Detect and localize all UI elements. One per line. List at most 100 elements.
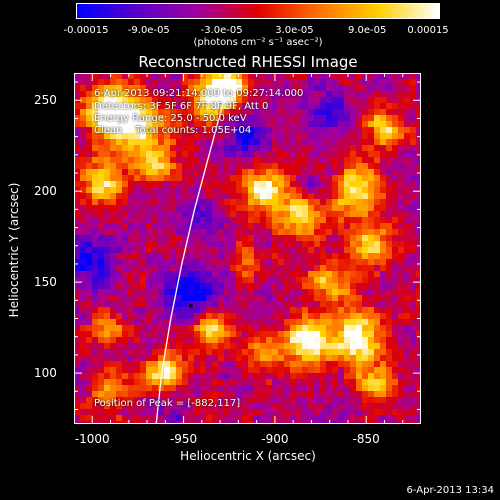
heatmap-cell	[332, 181, 339, 188]
heatmap-cell	[164, 385, 171, 392]
heatmap-cell	[80, 223, 87, 230]
heatmap-cell	[350, 235, 357, 242]
heatmap-cell	[206, 337, 213, 344]
heatmap-cell	[254, 169, 261, 176]
heatmap-cell	[344, 355, 351, 362]
heatmap-cell	[242, 157, 249, 164]
heatmap-cell	[344, 259, 351, 266]
heatmap-cell	[164, 349, 171, 356]
heatmap-cell	[206, 187, 213, 194]
heatmap-cell	[356, 409, 363, 416]
heatmap-cell	[80, 127, 87, 134]
heatmap-cell	[164, 373, 171, 380]
heatmap-cell	[326, 97, 333, 104]
heatmap-cell	[356, 241, 363, 248]
heatmap-cell	[182, 211, 189, 218]
heatmap-cell	[212, 289, 219, 296]
heatmap-cell	[284, 289, 291, 296]
heatmap-cell	[200, 103, 207, 110]
heatmap-cell	[230, 223, 237, 230]
heatmap-cell	[188, 235, 195, 242]
heatmap-cell	[296, 271, 303, 278]
heatmap-cell	[80, 79, 87, 86]
heatmap-cell	[368, 385, 375, 392]
heatmap-cell	[314, 349, 321, 356]
heatmap-cell	[104, 205, 111, 212]
heatmap-cell	[398, 337, 405, 344]
heatmap-cell	[320, 133, 327, 140]
heatmap-cell	[296, 241, 303, 248]
heatmap-cell	[344, 313, 351, 320]
heatmap-cell	[302, 403, 309, 410]
heatmap-cell	[386, 241, 393, 248]
heatmap-cell	[170, 85, 177, 92]
heatmap-cell	[116, 157, 123, 164]
heatmap-cell	[152, 331, 159, 338]
heatmap-cell	[296, 415, 303, 422]
heatmap-cell	[80, 109, 87, 116]
heatmap-cell	[212, 91, 219, 98]
heatmap-cell	[212, 409, 219, 416]
heatmap-cell	[104, 331, 111, 338]
heatmap-cell	[380, 229, 387, 236]
heatmap-cell	[398, 361, 405, 368]
heatmap-cell	[266, 403, 273, 410]
heatmap-cell	[164, 415, 171, 422]
heatmap-cell	[158, 271, 165, 278]
heatmap-cell	[170, 325, 177, 332]
heatmap-cell	[134, 133, 141, 140]
heatmap-cell	[392, 421, 399, 424]
heatmap-cell	[146, 163, 153, 170]
heatmap-cell	[362, 409, 369, 416]
heatmap-cell	[314, 415, 321, 422]
heatmap-cell	[416, 325, 421, 332]
heatmap-cell	[290, 379, 297, 386]
heatmap-cell	[206, 199, 213, 206]
heatmap-cell	[284, 229, 291, 236]
heatmap-cell	[104, 259, 111, 266]
heatmap-cell	[308, 121, 315, 128]
heatmap-cell	[326, 241, 333, 248]
heatmap-cell	[332, 145, 339, 152]
heatmap-cell	[110, 265, 117, 272]
heatmap-cell	[230, 193, 237, 200]
heatmap-cell	[218, 181, 225, 188]
heatmap-cell	[212, 229, 219, 236]
heatmap-cell	[314, 217, 321, 224]
heatmap-cell	[86, 211, 93, 218]
heatmap-cell	[122, 385, 129, 392]
heatmap-cell	[134, 187, 141, 194]
heatmap-cell	[176, 325, 183, 332]
heatmap-cell	[80, 289, 87, 296]
heatmap-cell	[374, 313, 381, 320]
heatmap-cell	[206, 91, 213, 98]
heatmap-cell	[278, 91, 285, 98]
heatmap-cell	[362, 163, 369, 170]
heatmap-cell	[296, 325, 303, 332]
heatmap-cell	[248, 271, 255, 278]
heatmap-cell	[164, 265, 171, 272]
heatmap-cell	[170, 319, 177, 326]
heatmap-cell	[206, 73, 213, 80]
heatmap-cell	[368, 175, 375, 182]
heatmap-cell	[128, 103, 135, 110]
heatmap-cell	[146, 205, 153, 212]
solar-limb-line	[155, 73, 232, 424]
heatmap-cell	[404, 199, 411, 206]
heatmap-cell	[236, 325, 243, 332]
heatmap-cell	[104, 355, 111, 362]
heatmap-cell	[326, 259, 333, 266]
heatmap-cell	[92, 247, 99, 254]
heatmap-cell	[392, 259, 399, 266]
heatmap-cell	[218, 331, 225, 338]
heatmap-cell	[332, 355, 339, 362]
heatmap-cell	[146, 181, 153, 188]
heatmap-cell	[284, 403, 291, 410]
heatmap-cell	[410, 133, 417, 140]
heatmap-cell	[386, 331, 393, 338]
heatmap-cell	[368, 343, 375, 350]
heatmap-cell	[272, 187, 279, 194]
heatmap-cell	[158, 319, 165, 326]
heatmap-cell	[116, 151, 123, 158]
heatmap-cell	[122, 133, 129, 140]
